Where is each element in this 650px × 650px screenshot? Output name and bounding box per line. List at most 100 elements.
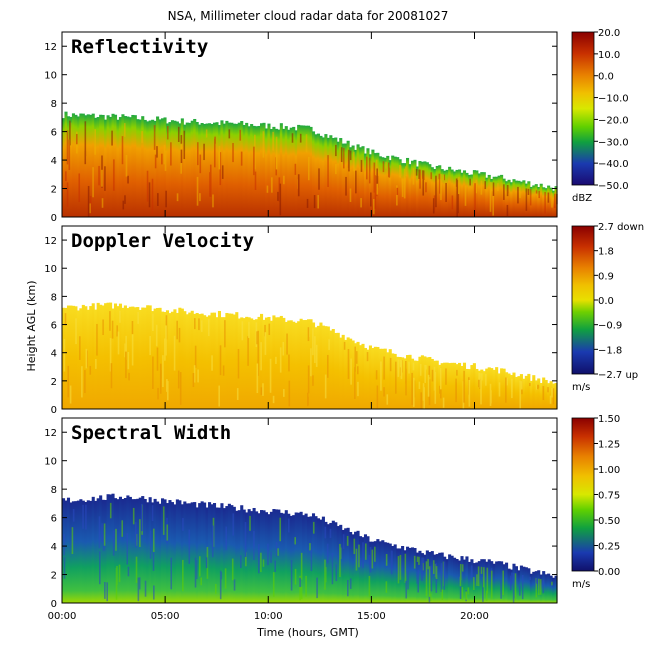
cloud-column: [307, 516, 311, 603]
cloud-column: [126, 116, 130, 217]
cloud-column: [393, 156, 397, 217]
cloud-column: [81, 304, 85, 409]
cloud-column: [517, 570, 521, 603]
doppler-velocity-frame: [61, 225, 558, 410]
cloud-column: [554, 186, 558, 217]
cloud-column: [334, 522, 338, 603]
cloud-streak: [366, 352, 369, 362]
cloud-column: [386, 542, 390, 603]
cloud-column: [257, 125, 261, 217]
cloud-streak: [349, 150, 352, 161]
cloud-column: [401, 546, 405, 603]
cloud-column: [225, 312, 229, 409]
cloud-column: [91, 303, 95, 409]
cloud-column: [514, 180, 519, 217]
cloud-streak: [412, 168, 415, 185]
cloud-streak: [294, 537, 296, 545]
cloud-column: [477, 370, 481, 409]
cloud-column: [517, 180, 521, 217]
cloud-streak: [294, 163, 297, 175]
cloud-streak: [401, 178, 404, 197]
cloud-column: [356, 341, 360, 409]
cloud-streak: [343, 341, 346, 350]
cloud-column: [74, 501, 78, 603]
cloud-streak: [306, 198, 309, 208]
cloud-column: [448, 166, 452, 217]
cloud-column: [532, 185, 536, 217]
cloud-streak: [418, 381, 421, 390]
cloud-streak: [369, 547, 372, 573]
cloud-streak: [502, 570, 504, 595]
cloud-column: [408, 354, 412, 409]
x-tick-label: 20:00: [460, 611, 489, 622]
cloud-streak: [279, 517, 282, 542]
cloud-column: [334, 332, 338, 409]
cloud-column: [537, 187, 541, 217]
cloud-streak: [139, 519, 141, 547]
cloud-streak: [428, 379, 431, 406]
cloud-streak: [422, 557, 424, 571]
cloud-column: [505, 562, 509, 603]
cloud-streak: [415, 168, 418, 176]
cloud-column: [386, 155, 390, 217]
cloud-streak: [162, 355, 164, 388]
cloud-column: [84, 501, 88, 603]
cloud-streak: [291, 133, 294, 143]
cloud-column: [91, 496, 95, 603]
cloud-column: [116, 306, 120, 409]
cloud-column: [485, 177, 489, 217]
cloud-streak: [458, 176, 460, 195]
colorbar-tick-label: 0.0: [598, 296, 614, 307]
cloud-column: [222, 508, 226, 603]
cloud-column: [188, 122, 192, 217]
cloud-streak: [269, 358, 272, 393]
cloud-streak: [153, 125, 156, 150]
cloud-streak: [473, 577, 475, 591]
cloud-streak: [422, 557, 425, 563]
cloud-streak: [257, 330, 260, 362]
cloud-column: [101, 499, 105, 603]
cloud-column: [460, 172, 464, 217]
cloud-column: [272, 509, 276, 603]
cloud-column: [113, 303, 118, 409]
cloud-column: [232, 123, 236, 217]
cloud-streak: [264, 332, 267, 355]
cloud-streak: [539, 579, 542, 595]
cloud-column: [534, 380, 538, 409]
cloud-streak: [219, 570, 222, 600]
cloud-column: [297, 124, 301, 217]
cloud-streak: [342, 534, 345, 549]
cloud-column: [475, 368, 479, 409]
cloud-streak: [424, 364, 426, 383]
cloud-streak: [215, 583, 217, 594]
cloud-streak: [395, 361, 397, 394]
cloud-column: [443, 362, 447, 409]
cloud-column: [163, 499, 167, 603]
cloud-streak: [505, 377, 507, 403]
cloud-column: [490, 178, 494, 217]
cloud-streak: [65, 171, 67, 182]
cloud-column: [158, 503, 162, 603]
cloud-column: [336, 332, 340, 409]
cloud-streak: [382, 161, 385, 173]
cloud-streak: [299, 577, 301, 588]
cloud-column: [203, 315, 207, 409]
cloud-column: [349, 532, 353, 603]
cloud-column: [502, 564, 506, 603]
cloud-column: [329, 330, 333, 409]
cloud-streak: [489, 181, 492, 212]
cloud-column: [420, 355, 424, 409]
cloud-column: [128, 306, 132, 409]
cloud-streak: [354, 346, 357, 372]
cloud-streak: [442, 174, 444, 181]
cloud-streak: [66, 182, 69, 208]
cloud-column: [175, 499, 179, 603]
cloud-streak: [432, 198, 435, 214]
cloud-column: [136, 119, 140, 217]
cloud-streak: [535, 578, 538, 598]
cloud-streak: [467, 587, 470, 595]
cloud-column: [396, 548, 400, 603]
reflectivity-texture: [65, 120, 558, 217]
cloud-column: [289, 320, 293, 409]
cloud-column: [418, 161, 422, 217]
